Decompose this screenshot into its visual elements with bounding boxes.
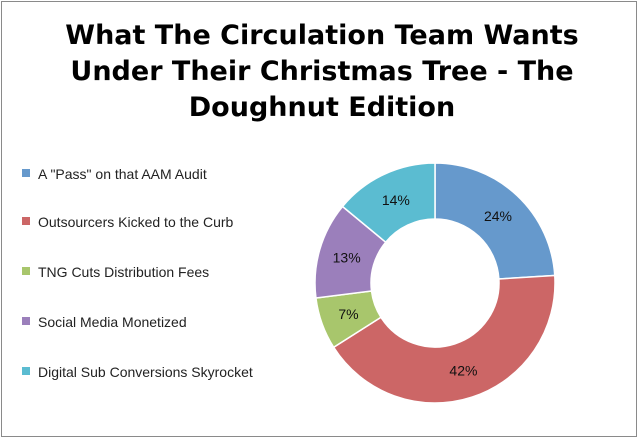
slice-label-4: 14% — [382, 192, 410, 208]
legend-item-tng-fees: TNG Cuts Distribution Fees — [18, 262, 268, 312]
legend-item-outsourcers: Outsourcers Kicked to the Curb — [18, 212, 268, 262]
legend-item-aam-audit: A "Pass" on that AAM Audit — [18, 164, 268, 214]
slice-4 — [341, 162, 436, 244]
chart-title: What The Circulation Team Wants Under Th… — [65, 20, 579, 123]
legend-label-digital-subs: Digital Sub Conversions Skyrocket — [38, 364, 253, 380]
legend-swatch-tng-fees — [22, 267, 30, 275]
legend-label-aam-audit: A "Pass" on that AAM Audit — [38, 166, 207, 182]
legend-item-digital-subs: Digital Sub Conversions Skyrocket — [18, 362, 268, 412]
legend-swatch-outsourcers — [22, 217, 30, 225]
legend-swatch-aam-audit — [22, 169, 30, 177]
slice-1 — [332, 274, 556, 404]
slice-label-1: 42% — [449, 362, 477, 378]
legend-label-outsourcers: Outsourcers Kicked to the Curb — [38, 214, 234, 230]
chart-legend: A "Pass" on that AAM Audit Outsourcers K… — [18, 162, 268, 412]
slice-label-0: 24% — [484, 208, 512, 224]
legend-item-social-media: Social Media Monetized — [18, 312, 268, 362]
doughnut-chart: 24% 42% 7% 13% 14% — [314, 162, 556, 404]
legend-swatch-digital-subs — [22, 367, 30, 375]
legend-label-tng-fees: TNG Cuts Distribution Fees — [38, 264, 210, 280]
legend-swatch-social-media — [22, 317, 30, 325]
legend-label-social-media: Social Media Monetized — [38, 314, 187, 330]
slice-0 — [434, 162, 556, 280]
slice-label-3: 13% — [333, 249, 361, 265]
slice-label-2: 7% — [338, 306, 358, 322]
